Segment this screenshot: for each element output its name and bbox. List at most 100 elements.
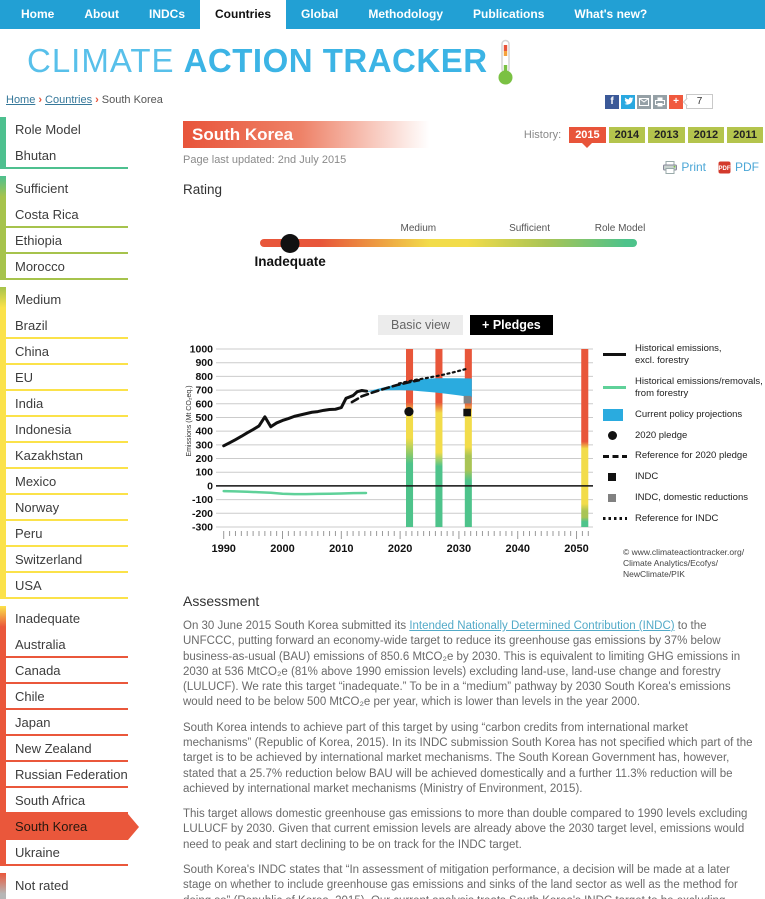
sidebar-item-india[interactable]: India	[0, 391, 128, 417]
sidebar-item-label: Japan	[15, 715, 51, 730]
sidebar-item-canada[interactable]: Canada	[0, 658, 128, 684]
sidebar-item-china[interactable]: China	[0, 339, 128, 365]
sidebar-item-kazakhstan[interactable]: Kazakhstan	[0, 443, 128, 469]
legend-label: Reference for INDC	[635, 513, 719, 524]
sidebar-color-bar	[0, 417, 6, 441]
sidebar-item-label: Kazakhstan	[15, 448, 83, 463]
nav-item-home[interactable]: Home	[21, 7, 55, 21]
breadcrumb-separator: ›	[38, 94, 43, 106]
sidebar-item-south-africa[interactable]: South Africa	[0, 788, 128, 814]
sidebar-item-label: Indonesia	[15, 422, 72, 437]
sidebar-color-bar	[0, 547, 6, 571]
nav-item-indcs[interactable]: INDCs	[149, 7, 186, 21]
history-year-2011[interactable]: 2011	[727, 127, 763, 143]
sidebar-item-australia[interactable]: Australia	[0, 632, 128, 658]
sidebar-item-indonesia[interactable]: Indonesia	[0, 417, 128, 443]
history-year-2015[interactable]: 2015	[569, 127, 606, 148]
page-title: South Korea	[183, 121, 445, 148]
sidebar-color-bar	[0, 762, 6, 786]
sidebar-item-label: South Korea	[15, 819, 88, 834]
sidebar-item-eu[interactable]: EU	[0, 365, 128, 391]
site-logo[interactable]: CLIMATE ACTION TRACKER	[0, 29, 765, 93]
sidebar-item-norway[interactable]: Norway	[0, 495, 128, 521]
sidebar-item-ukraine[interactable]: Ukraine	[0, 840, 128, 866]
assessment-paragraph: On 30 June 2015 South Korea submitted it…	[183, 619, 763, 711]
nav-item-about[interactable]: About	[84, 7, 119, 21]
legend-item: INDC, domestic reductions	[603, 492, 763, 504]
share-toolbar: f + 7	[603, 94, 713, 109]
svg-text:2040: 2040	[505, 543, 529, 555]
sidebar-color-bar	[0, 339, 6, 363]
nav-item-publications[interactable]: Publications	[473, 7, 545, 21]
sidebar-item-chile[interactable]: Chile	[0, 684, 128, 710]
svg-text:300: 300	[195, 439, 213, 451]
assessment-body: On 30 June 2015 South Korea submitted it…	[183, 619, 763, 899]
sidebar-color-bar	[0, 573, 6, 597]
history-year-2012[interactable]: 2012	[687, 127, 725, 143]
sidebar-item-label: Bhutan	[15, 148, 57, 163]
attribution-line: Climate Analytics/Ecofys/	[623, 557, 718, 568]
pdf-link[interactable]: PDF	[735, 160, 759, 174]
rating-scale-label-medium: Medium	[400, 223, 437, 234]
legend-item: Historical emissions/removals, from fore…	[603, 376, 763, 400]
sidebar-item-south-korea[interactable]: South Korea	[0, 814, 139, 840]
email-share-icon[interactable]	[637, 94, 651, 109]
sidebar-item-japan[interactable]: Japan	[0, 710, 128, 736]
svg-text:400: 400	[195, 426, 213, 438]
sidebar-item-label: China	[15, 344, 49, 359]
print-share-icon[interactable]	[653, 94, 667, 109]
breadcrumb-home[interactable]: Home	[6, 94, 36, 106]
twitter-share-icon[interactable]	[621, 94, 635, 109]
sidebar-item-label: Morocco	[15, 259, 65, 274]
sidebar-item-mexico[interactable]: Mexico	[0, 469, 128, 495]
sidebar-item-label: Role Model	[15, 122, 81, 137]
sidebar-item-label: USA	[15, 578, 42, 593]
facebook-share-icon[interactable]: f	[605, 94, 619, 109]
history-year-2014[interactable]: 2014	[608, 127, 646, 143]
svg-text:PDF: PDF	[719, 166, 731, 172]
sidebar-item-brazil[interactable]: Brazil	[0, 313, 128, 339]
sidebar-group-notrated: Not rated	[0, 873, 128, 899]
sidebar-color-bar	[0, 658, 6, 682]
svg-text:100: 100	[195, 467, 213, 479]
sidebar-color-bar	[0, 684, 6, 708]
sidebar-item-peru[interactable]: Peru	[0, 521, 128, 547]
sidebar-item-label: India	[15, 396, 44, 411]
rating-scale-label-role-model: Role Model	[594, 223, 646, 234]
sidebar-item-costa-rica[interactable]: Costa Rica	[0, 202, 128, 228]
nav-item-countries[interactable]: Countries	[200, 0, 287, 29]
sidebar-item-label: Not rated	[15, 878, 69, 893]
sidebar-item-label: Chile	[15, 689, 45, 704]
sidebar-group-medium: Medium	[0, 287, 128, 313]
svg-text:1000: 1000	[190, 344, 214, 356]
assessment-paragraph: South Korea's INDC states that “In asses…	[183, 863, 763, 899]
sidebar-item-russian-federation[interactable]: Russian Federation	[0, 762, 128, 788]
sidebar-item-morocco[interactable]: Morocco	[0, 254, 128, 280]
breadcrumb-countries[interactable]: Countries	[45, 94, 93, 106]
print-link[interactable]: Print	[681, 160, 706, 174]
legend-item: Reference for INDC	[603, 513, 763, 525]
sidebar-item-usa[interactable]: USA	[0, 573, 128, 599]
sidebar-item-new-zealand[interactable]: New Zealand	[0, 736, 128, 762]
sidebar-color-bar	[0, 469, 6, 493]
nav-item-what-s-new-[interactable]: What's new?	[574, 7, 648, 21]
attribution-line: © www.climateactiontracker.org/	[623, 546, 745, 557]
sidebar-item-label: Sufficient	[15, 181, 69, 196]
rating-heading: Rating	[183, 182, 223, 197]
basic-view-button[interactable]: Basic view	[378, 315, 464, 335]
sidebar-color-bar	[0, 521, 6, 545]
nav-item-methodology[interactable]: Methodology	[368, 7, 444, 21]
history-year-2013[interactable]: 2013	[648, 127, 685, 143]
pledges-view-button[interactable]: + Pledges	[470, 315, 553, 335]
sidebar-item-switzerland[interactable]: Switzerland	[0, 547, 128, 573]
sidebar-item-ethiopia[interactable]: Ethiopia	[0, 228, 128, 254]
add-this-share-icon[interactable]: +	[669, 94, 683, 109]
nav-item-global[interactable]: Global	[301, 7, 339, 21]
sidebar-color-bar	[0, 632, 6, 656]
sidebar-item-bhutan[interactable]: Bhutan	[0, 143, 128, 169]
rating-scale-label-sufficient: Sufficient	[509, 223, 551, 234]
square-gray-swatch-icon	[603, 494, 635, 503]
sidebar-item-label: Canada	[15, 663, 61, 678]
logo-word-climate: CLIMATE	[27, 42, 175, 79]
indc-link[interactable]: Intended Nationally Determined Contribut…	[409, 620, 675, 632]
